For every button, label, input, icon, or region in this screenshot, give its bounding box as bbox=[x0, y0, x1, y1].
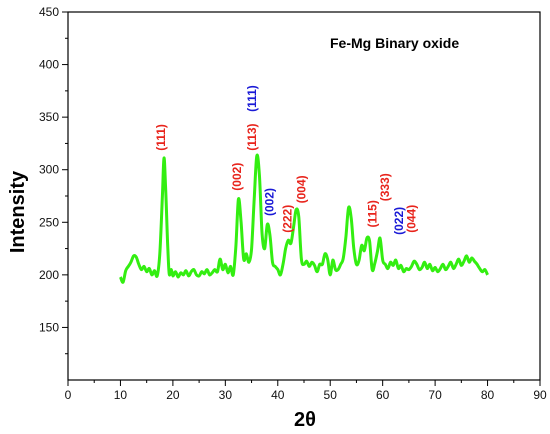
y-axis-title: Intensity bbox=[7, 170, 29, 253]
peak-annotation: (002) bbox=[230, 163, 244, 191]
peak-annotation: (044) bbox=[405, 205, 419, 233]
y-tick-label: 350 bbox=[39, 110, 59, 124]
x-tick-label: 40 bbox=[271, 388, 285, 402]
x-tick-label: 0 bbox=[65, 388, 72, 402]
y-tick-label: 250 bbox=[39, 215, 59, 229]
x-tick-label: 60 bbox=[376, 388, 390, 402]
x-tick-label: 90 bbox=[533, 388, 547, 402]
peak-annotation: (222) bbox=[280, 205, 294, 233]
peak-annotation: (115) bbox=[365, 200, 379, 227]
peak-annotation: (113) bbox=[245, 123, 259, 150]
y-tick-label: 150 bbox=[39, 320, 59, 334]
y-tick-label: 200 bbox=[39, 268, 59, 282]
y-tick-label: 300 bbox=[39, 163, 59, 177]
x-tick-label: 20 bbox=[166, 388, 180, 402]
x-tick-label: 30 bbox=[219, 388, 233, 402]
series-line bbox=[119, 153, 489, 284]
peak-annotation: (002) bbox=[263, 188, 277, 216]
series-layer bbox=[119, 153, 489, 284]
peak-annotation: (022) bbox=[392, 207, 406, 235]
plot-frame bbox=[67, 11, 541, 381]
x-axis-title: 2θ bbox=[294, 409, 316, 431]
axis-ticks: 0 10 20 30 40 50 60 70 80 90 150 200 250 300 350 400 450 bbox=[39, 5, 547, 402]
y-tick-label: 450 bbox=[39, 5, 59, 19]
peak-annotation: (111) bbox=[154, 124, 168, 151]
peak-annotation: (004) bbox=[295, 175, 309, 203]
x-tick-label: 80 bbox=[481, 388, 495, 402]
annotation-layer: (111)(002)(113)(111)(002)(222)(004)(115)… bbox=[154, 85, 419, 235]
y-tick-label: 400 bbox=[39, 58, 59, 72]
peak-annotation: (111) bbox=[245, 85, 259, 112]
legend-label: Fe-Mg Binary oxide bbox=[330, 35, 459, 51]
peak-annotation: (333) bbox=[378, 173, 392, 201]
x-tick-label: 50 bbox=[324, 388, 338, 402]
x-tick-label: 70 bbox=[428, 388, 442, 402]
x-tick-label: 10 bbox=[114, 388, 128, 402]
